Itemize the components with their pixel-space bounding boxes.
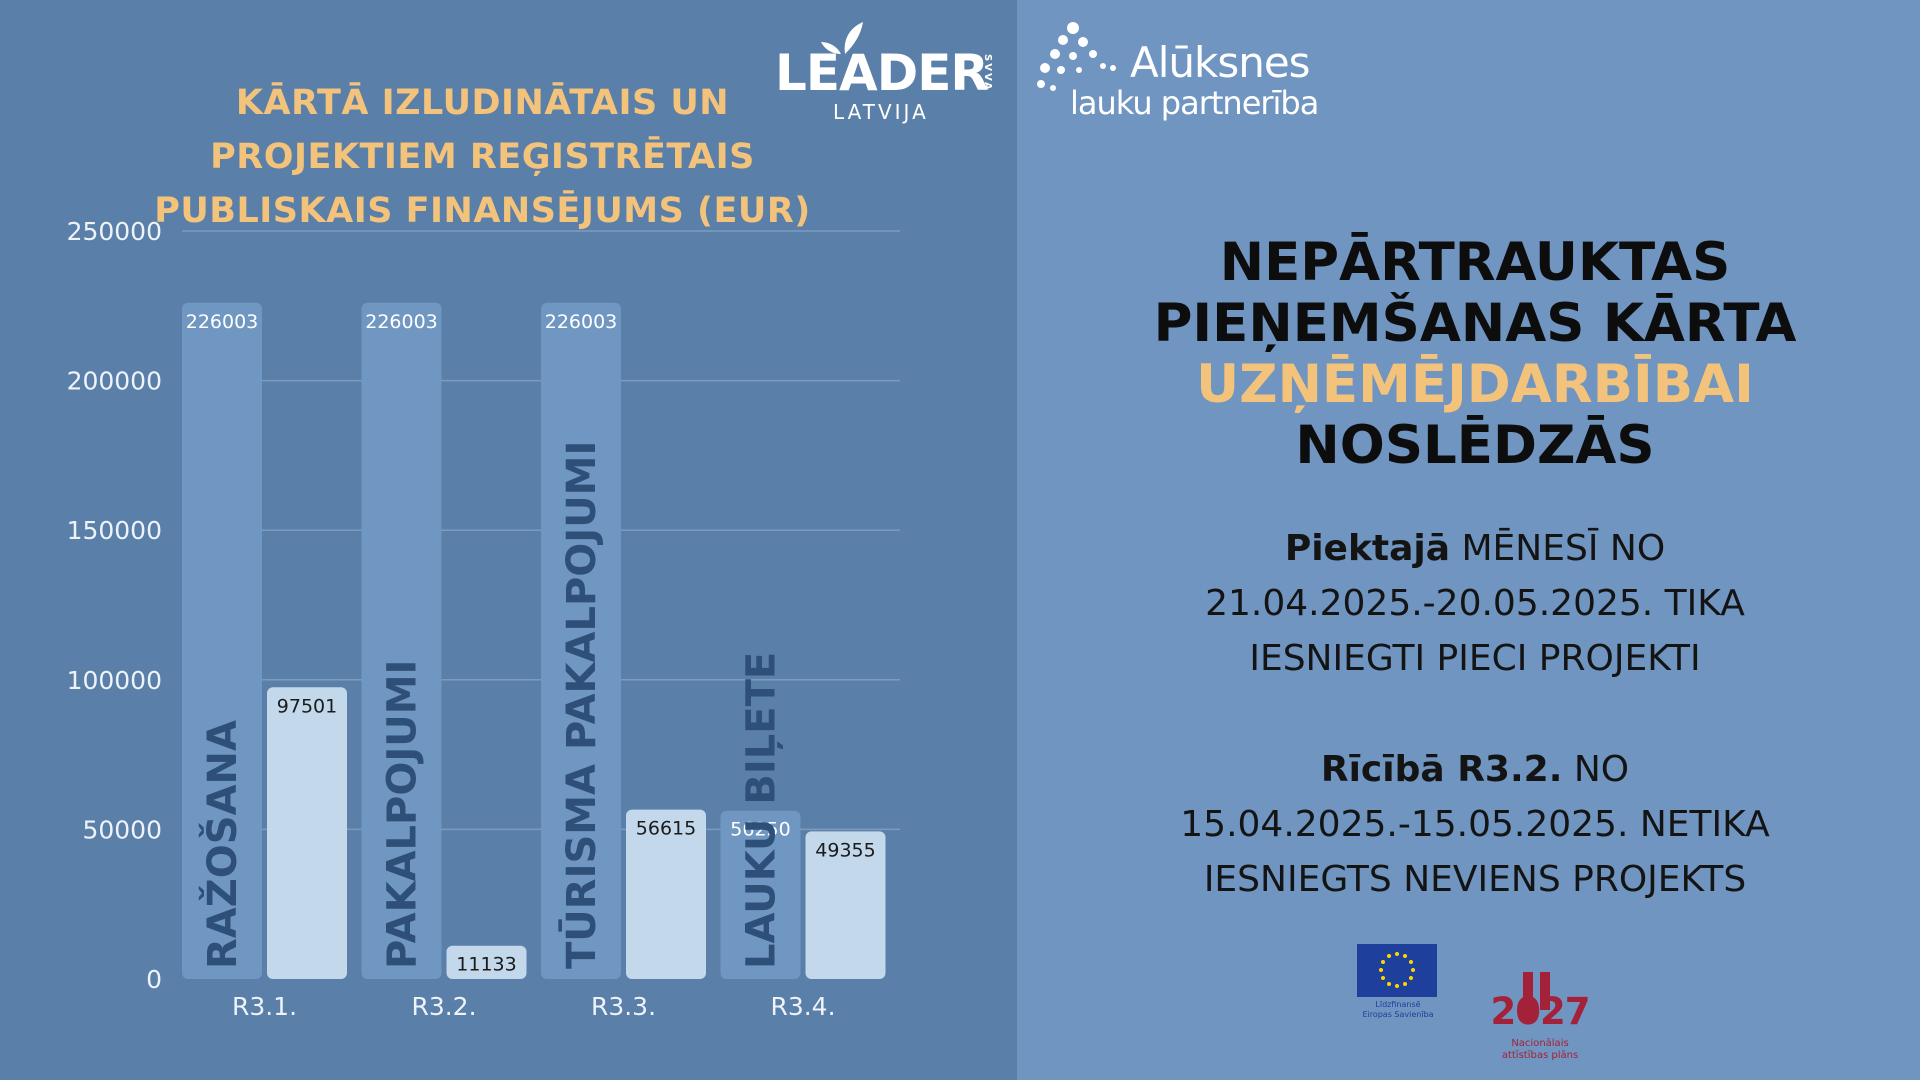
leader-wordmark: LEADER [775, 44, 989, 102]
eu-caption-line-1: Līdzfinansē [1375, 1000, 1421, 1009]
info-block-1: Piektajā MĒNESĪ NO 21.04.2025.-20.05.202… [1040, 521, 1910, 686]
leaf-icon [821, 22, 863, 54]
bar-chart: 0 50000 100000 150000 200000 250000 226003 9750… [67, 217, 900, 1021]
nap-caption: Nacionālais attīstības plāns [1485, 1038, 1595, 1062]
chart-title: KĀRTĀ IZLUDINĀTAIS UN PROJEKTIEM REĢISTR… [150, 76, 815, 238]
x-tick-label: R3.1. [232, 992, 297, 1021]
nap-caption-line-2: attīstības plāns [1501, 1050, 1579, 1061]
info-1-bold: Piektajā [1284, 528, 1451, 569]
leader-svva: SVVA [982, 54, 993, 92]
bar-R33-series-2 [626, 809, 706, 979]
data-label: 226003 [365, 311, 438, 333]
eu-caption-line-2: Eiropas Savienība [1362, 1010, 1434, 1019]
chart-panel: KĀRTĀ IZLUDINĀTAIS UN PROJEKTIEM REĢISTR… [0, 0, 1017, 1080]
data-label: 11133 [456, 954, 516, 976]
info-2-bold: Rīcībā R3.2. [1320, 749, 1563, 790]
eu-caption: Līdzfinansē Eiropas Savienība [1352, 1000, 1444, 1020]
info-1-line-2: 21.04.2025.-20.05.2025. TIKA [1205, 583, 1745, 624]
headline-highlight: UZŅĒMĒJDARBĪBAI [1196, 354, 1754, 415]
headline-line-1: NEPĀRTRAUKTAS [1219, 232, 1731, 293]
nap-year: 2027 [1490, 990, 1591, 1033]
y-tick-label: 0 [146, 965, 162, 994]
dots-icon [1037, 22, 1116, 91]
category-name-label: LAUKU BIĻETE [739, 652, 785, 969]
info-1-rest: MĒNESĪ NO [1450, 528, 1666, 569]
x-tick-label: R3.4. [770, 992, 835, 1021]
bar-R32-series-1 [361, 302, 442, 979]
bar-R34-series-2 [805, 831, 886, 979]
info-panel [1017, 0, 1920, 1080]
data-label: 226003 [545, 311, 618, 333]
aluksnes-wordmark: Alūksnes [1130, 38, 1311, 87]
x-tick-label: R3.3. [591, 992, 656, 1021]
headline: NEPĀRTRAUKTAS PIEŅEMŠANAS KĀRTA UZŅĒMĒJD… [1040, 232, 1910, 476]
y-tick-label: 250000 [67, 217, 162, 246]
category-name-label: PAKALPOJUMI [380, 660, 426, 969]
category-name-label: RAŽOŠANA [198, 720, 246, 969]
leader-subtitle: LATVIJA [833, 100, 929, 124]
x-tick-label: R3.2. [411, 992, 476, 1021]
data-label: 226003 [186, 311, 259, 333]
category-name-label: TŪRISMA PAKALPOJUMI [557, 441, 605, 969]
bar-R31-series-1 [182, 302, 262, 979]
y-tick-label: 200000 [67, 367, 162, 396]
y-tick-label: 100000 [67, 666, 162, 695]
chart-title-line-1: KĀRTĀ IZLUDINĀTAIS UN [235, 83, 730, 123]
bar-R33-series-1 [541, 302, 621, 979]
eu-flag-icon [1357, 944, 1437, 997]
info-1-line-3: IESNIEGTI PIECI PROJEKTI [1249, 638, 1701, 679]
bar-R31-series-2 [267, 687, 347, 979]
leader-logo: LEADER SVVA LATVIJA [775, 18, 1000, 128]
aluksnes-subtitle: lauku partnerība [1070, 84, 1319, 122]
headline-line-2: PIEŅEMŠANAS KĀRTA [1153, 293, 1797, 354]
info-2-line-3: IESNIEGTS NEVIENS PROJEKTS [1203, 859, 1747, 900]
nap-caption-line-1: Nacionālais [1511, 1038, 1569, 1049]
data-label: 49355 [815, 839, 875, 861]
data-label: 56250 [730, 819, 790, 841]
bar-R32-series-2 [446, 945, 527, 979]
headline-line-4: NOSLĒDZĀS [1295, 415, 1655, 476]
y-tick-label: 150000 [67, 516, 162, 545]
nap-bars-icon [1523, 972, 1550, 1020]
y-tick-label: 50000 [82, 815, 162, 844]
info-block-2: Rīcībā R3.2. NO 15.04.2025.-15.05.2025. … [1040, 742, 1910, 907]
data-label: 97501 [277, 695, 337, 717]
data-label: 56615 [636, 818, 696, 840]
chart-title-line-2: PROJEKTIEM REĢISTRĒTAIS [210, 137, 755, 177]
info-2-rest: NO [1562, 749, 1630, 790]
bar-R34-series-1 [720, 810, 801, 979]
info-2-line-2: 15.04.2025.-15.05.2025. NETIKA [1180, 804, 1770, 845]
chart-title-line-3: PUBLISKAIS FINANSĒJUMS (EUR) [154, 191, 811, 231]
aluksnes-logo: Alūksnes lauku partnerība [1035, 18, 1319, 128]
